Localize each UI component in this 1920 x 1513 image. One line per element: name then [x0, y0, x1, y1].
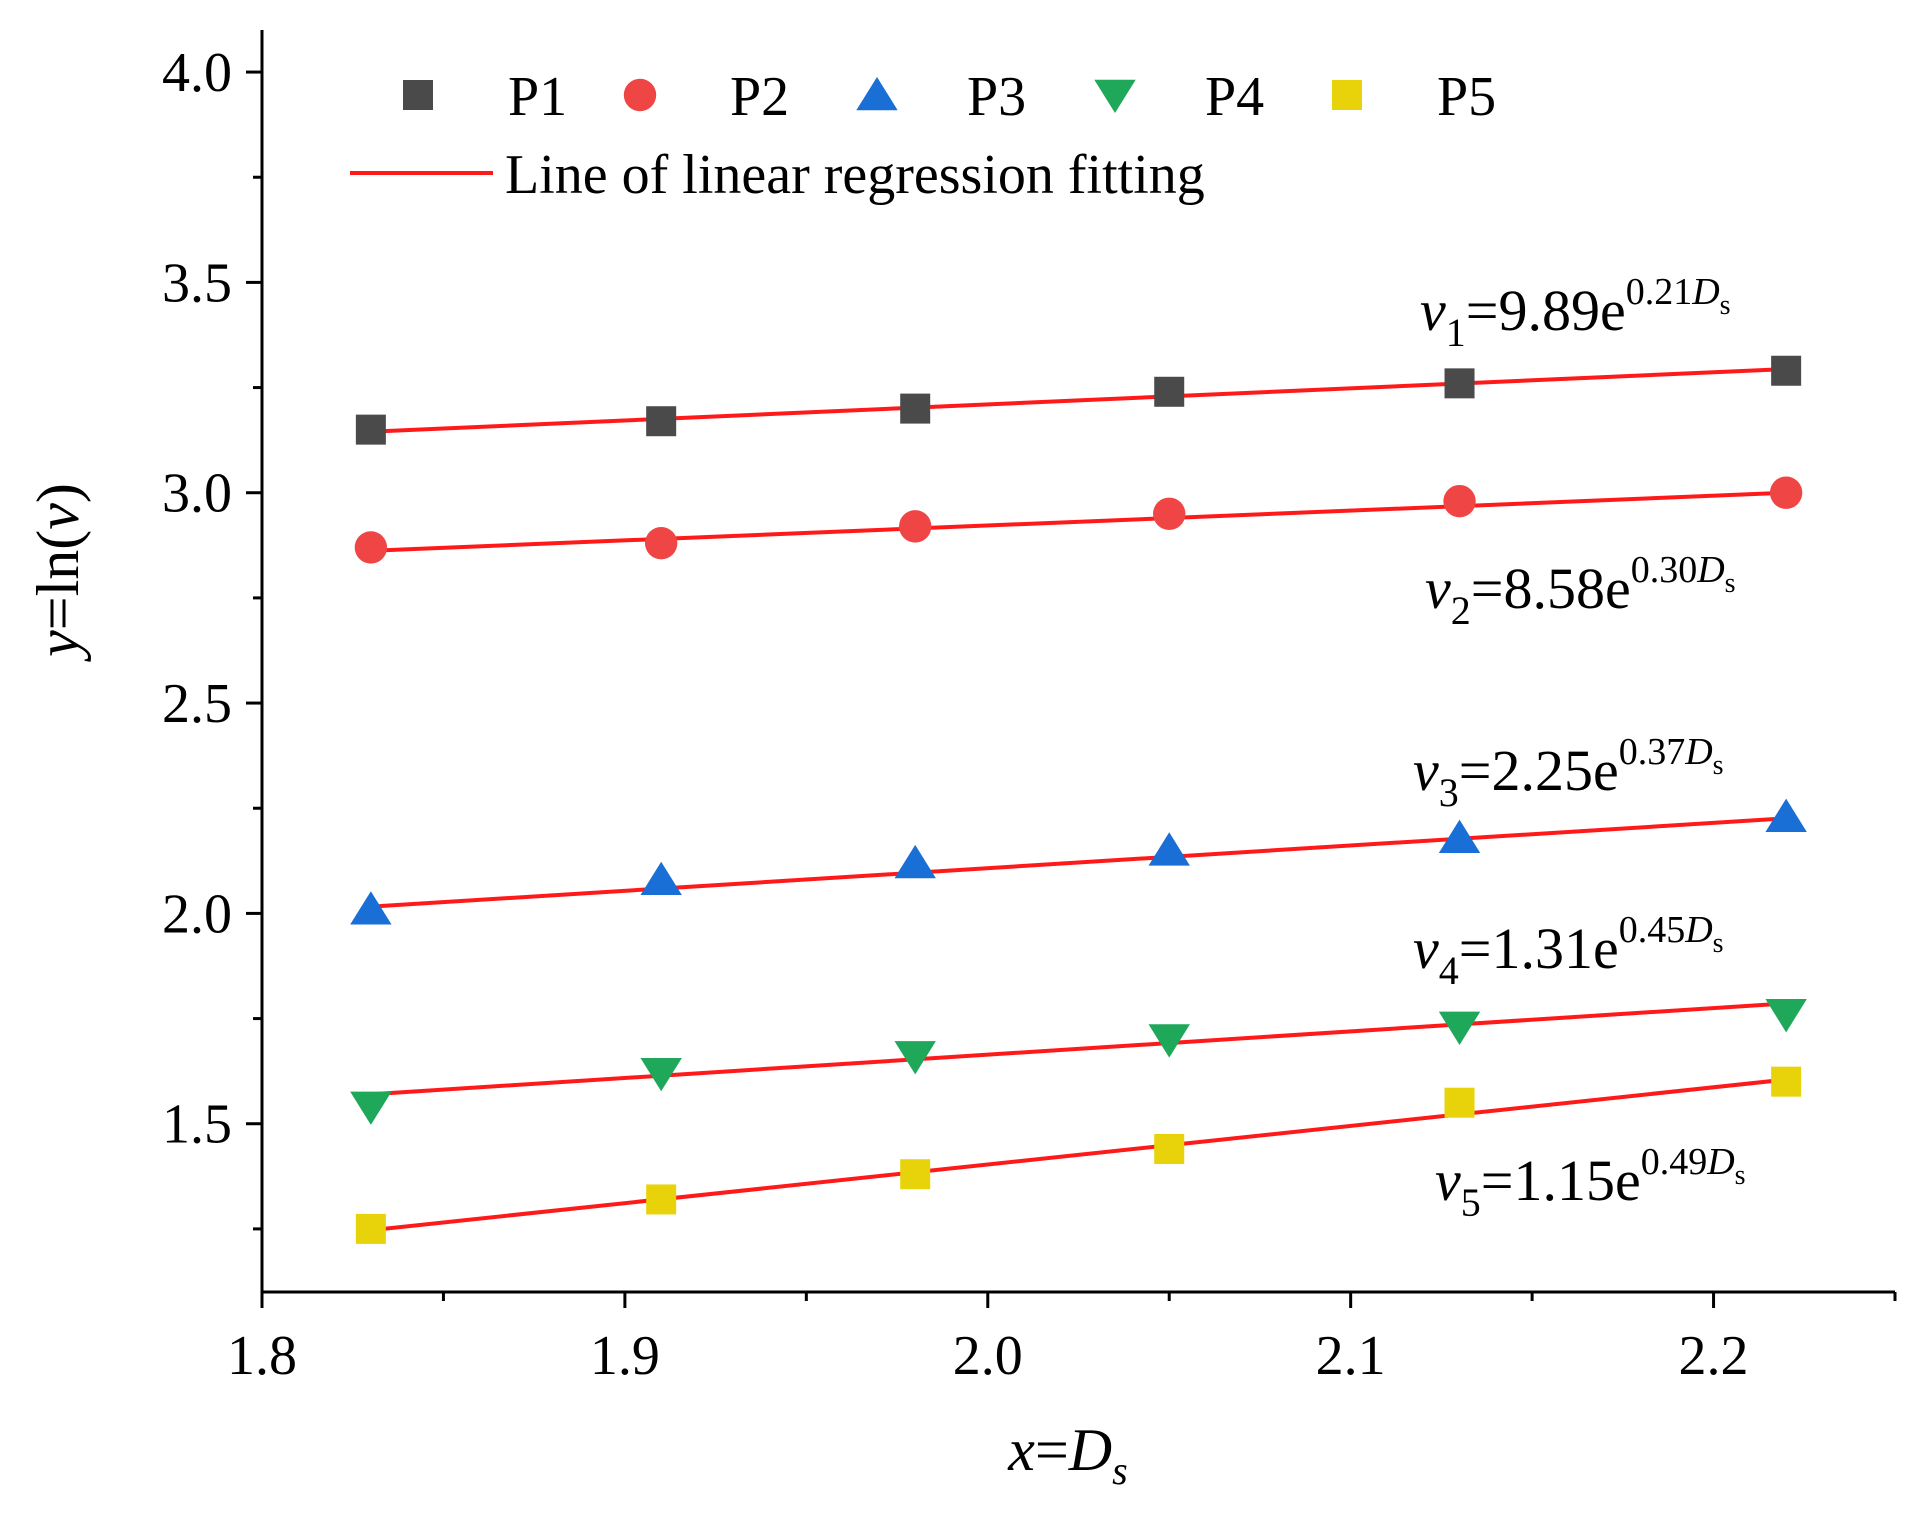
x-tick-label: 2.2: [1679, 1325, 1749, 1387]
axes: [260, 30, 1895, 1294]
marker-p4: [894, 1041, 936, 1075]
legend-label-p2: P2: [730, 66, 789, 128]
fit-line-p4: [370, 1001, 1787, 1097]
marker-p2: [899, 510, 932, 543]
legend-marker-p4: [1094, 79, 1136, 113]
y-tick-label: 1.5: [162, 1094, 232, 1156]
x-tick-label: 1.8: [227, 1325, 297, 1387]
fit-line-p1: [370, 367, 1787, 434]
marker-p2: [1769, 476, 1803, 509]
equation-p1: v1=9.89e0.21Ds: [1420, 271, 1731, 355]
marker-p5: [1771, 1066, 1802, 1097]
marker-p4: [350, 1091, 392, 1125]
marker-p3: [1148, 832, 1190, 866]
marker-p4: [640, 1057, 682, 1092]
marker-p5: [355, 1213, 386, 1244]
marker-p3: [1765, 798, 1807, 832]
x-axis-title: x=Ds: [1007, 1417, 1127, 1493]
marker-p1: [646, 406, 677, 437]
marker-p1: [900, 393, 931, 424]
marker-p3: [894, 844, 936, 879]
x-tick-label: 2.1: [1316, 1325, 1386, 1387]
legend-marker-p5: [1332, 80, 1362, 110]
marker-p1: [355, 414, 386, 445]
fit-line-p3: [370, 816, 1787, 909]
marker-p5: [1444, 1087, 1475, 1118]
axis-titles: x=Ds y=ln(v): [25, 483, 1128, 1493]
fit-line-p5: [370, 1077, 1787, 1233]
legend-label-p4: P4: [1205, 66, 1264, 128]
y-tick-label: 3.5: [162, 252, 232, 314]
marker-p1: [1444, 368, 1475, 399]
equation-p3: v3=2.25e0.37Ds: [1413, 731, 1724, 815]
x-tick-label: 2.0: [953, 1325, 1023, 1387]
marker-p4: [1765, 999, 1807, 1033]
legend-label-p3: P3: [967, 66, 1026, 128]
fit-lines: [370, 367, 1787, 1233]
marker-p3: [1438, 819, 1481, 853]
legend-marker-p3: [856, 77, 898, 111]
equation-p5: v5=1.15e0.49Ds: [1435, 1141, 1746, 1225]
axis-ticks: 1.8 1.9 2.0 2.1 2.2 1.5 2.0 2.5 3.0 3.5 4.0: [162, 42, 1897, 1387]
fit-equations: v1=9.89e0.21Ds v2=8.58e0.30Ds v3=2.25e0.37…: [1413, 271, 1746, 1225]
y-tick-label: 3.0: [162, 463, 232, 525]
marker-p4: [1148, 1024, 1190, 1058]
marker-p5: [900, 1159, 931, 1190]
legend-marker-p1: [403, 80, 433, 110]
y-tick-label: 2.5: [162, 673, 232, 735]
marker-p5: [646, 1184, 677, 1215]
marker-p3: [640, 861, 682, 896]
legend-label-fit: Line of linear regression fitting: [505, 144, 1205, 206]
marker-p4: [1438, 1011, 1481, 1045]
legend-label-p1: P1: [508, 66, 567, 128]
data-markers: [350, 355, 1807, 1244]
marker-p1: [1771, 355, 1802, 386]
x-tick-label: 1.9: [590, 1325, 660, 1387]
y-axis-title: y=ln(v): [25, 483, 91, 663]
marker-p1: [1154, 376, 1185, 407]
marker-p2: [1443, 484, 1476, 518]
legend-marker-p2: [623, 78, 657, 112]
y-tick-label: 2.0: [162, 883, 232, 945]
equation-p2: v2=8.58e0.30Ds: [1425, 549, 1736, 633]
equation-p4: v4=1.31e0.45Ds: [1413, 909, 1724, 993]
y-tick-label: 4.0: [162, 42, 232, 104]
legend: P1 P2 P3 P4 P5 Line of linear regression fitt…: [350, 66, 1496, 206]
marker-p2: [354, 531, 388, 564]
marker-p2: [1153, 497, 1186, 530]
marker-p5: [1154, 1133, 1185, 1164]
marker-p2: [644, 527, 678, 560]
fit-line-p2: [370, 490, 1787, 553]
marker-p3: [350, 891, 392, 925]
legend-label-p5: P5: [1437, 66, 1496, 128]
